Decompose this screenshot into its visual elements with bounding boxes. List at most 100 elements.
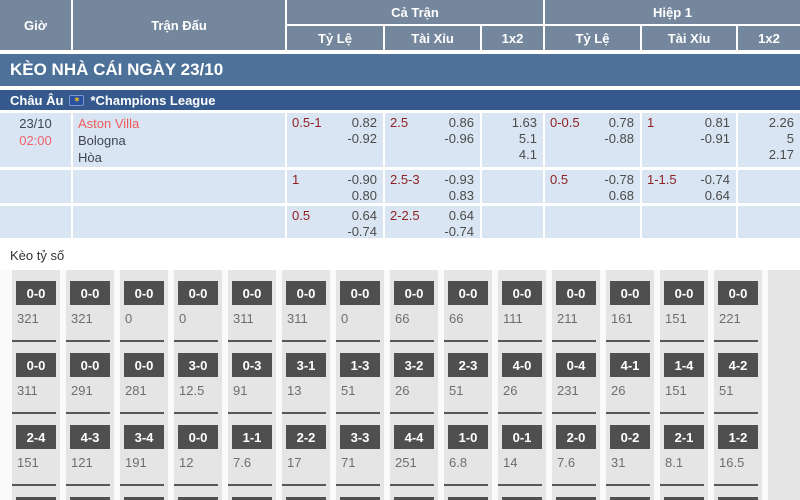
odds-value[interactable]: -0.91	[700, 131, 730, 146]
score-box[interactable]: 0-1	[502, 425, 542, 449]
fh-ou-cell[interactable]: 1-1.5 -0.74 0.64	[642, 170, 738, 203]
score-box[interactable]: 0-3	[232, 353, 272, 377]
score-box[interactable]: 3-3	[340, 425, 380, 449]
fh-handicap-cell[interactable]: 0.5 -0.78 0.68	[545, 170, 642, 203]
score-box[interactable]	[556, 497, 596, 500]
score-box[interactable]: 0-0	[70, 353, 110, 377]
score-cell-clipped[interactable]	[606, 486, 654, 500]
score-box[interactable]: 0-0	[448, 281, 488, 305]
odds-value[interactable]: 0.82	[351, 115, 377, 130]
score-cell-clipped[interactable]	[336, 486, 384, 500]
ft-1x2-cell[interactable]: 1.63 5.1 4.1	[482, 113, 545, 167]
odds-value[interactable]: 1.63	[511, 115, 537, 130]
score-cell-clipped[interactable]	[714, 486, 762, 500]
score-cell[interactable]: 0-0 0	[174, 270, 222, 342]
match-teams-cell[interactable]: Aston Villa Bologna Hòa	[73, 113, 287, 167]
home-team[interactable]: Aston Villa	[78, 116, 140, 131]
score-box[interactable]	[718, 497, 758, 500]
score-cell-clipped[interactable]	[498, 486, 546, 500]
score-box[interactable]: 0-0	[394, 281, 434, 305]
score-cell-clipped[interactable]	[390, 486, 438, 500]
score-cell[interactable]: 3-0 12.5	[174, 342, 222, 414]
score-box[interactable]: 3-4	[124, 425, 164, 449]
score-box[interactable]	[232, 497, 272, 500]
score-cell[interactable]: 4-3 121	[66, 414, 114, 486]
odds-value[interactable]: -0.74	[444, 224, 474, 239]
score-box[interactable]: 4-0	[502, 353, 542, 377]
odds-value[interactable]: 4.1	[518, 147, 537, 162]
score-cell-clipped[interactable]	[552, 486, 600, 500]
score-box[interactable]: 0-0	[16, 281, 56, 305]
score-box[interactable]: 0-0	[232, 281, 272, 305]
score-box[interactable]	[16, 497, 56, 500]
score-box[interactable]: 0-0	[178, 425, 218, 449]
odds-value[interactable]: 0.64	[448, 208, 474, 223]
score-cell[interactable]: 0-4 231	[552, 342, 600, 414]
score-box[interactable]: 1-1	[232, 425, 272, 449]
ft-handicap-cell[interactable]: 0.5-1 0.82 -0.92	[287, 113, 385, 167]
odds-value[interactable]: -0.78	[604, 172, 634, 187]
score-cell[interactable]: 4-2 51	[714, 342, 762, 414]
score-box[interactable]	[70, 497, 110, 500]
odds-value[interactable]: -0.74	[347, 224, 377, 239]
score-cell[interactable]: 0-0 321	[66, 270, 114, 342]
score-cell[interactable]: 1-0 6.8	[444, 414, 492, 486]
score-box[interactable]: 0-4	[556, 353, 596, 377]
score-cell-clipped[interactable]	[66, 486, 114, 500]
score-box[interactable]: 3-1	[286, 353, 326, 377]
score-cell[interactable]: 0-0 111	[498, 270, 546, 342]
score-cell[interactable]: 0-0 311	[282, 270, 330, 342]
score-cell[interactable]: 0-0 281	[120, 342, 168, 414]
score-cell[interactable]: 0-0 66	[444, 270, 492, 342]
ft-ou-cell[interactable]: 2.5-3 -0.93 0.83	[385, 170, 482, 203]
score-box[interactable]: 1-2	[718, 425, 758, 449]
odds-value[interactable]: -0.92	[347, 131, 377, 146]
score-box[interactable]: 0-0	[610, 281, 650, 305]
odds-value[interactable]: 0.64	[351, 208, 377, 223]
score-cell[interactable]: 0-0 0	[336, 270, 384, 342]
score-cell-clipped[interactable]	[282, 486, 330, 500]
odds-value[interactable]: -0.88	[604, 131, 634, 146]
score-box[interactable]: 0-0	[124, 353, 164, 377]
score-box[interactable]: 0-0	[718, 281, 758, 305]
score-cell[interactable]: 2-0 7.6	[552, 414, 600, 486]
odds-value[interactable]: 0.78	[608, 115, 634, 130]
score-box[interactable]: 1-4	[664, 353, 704, 377]
odds-value[interactable]: 5	[786, 131, 794, 146]
score-box[interactable]: 0-2	[610, 425, 650, 449]
score-cell[interactable]: 0-0 12	[174, 414, 222, 486]
score-cell[interactable]: 0-0 291	[66, 342, 114, 414]
odds-value[interactable]: 0.86	[448, 115, 474, 130]
score-box[interactable]	[340, 497, 380, 500]
score-cell[interactable]: 3-1 13	[282, 342, 330, 414]
score-cell[interactable]: 0-0 311	[228, 270, 276, 342]
score-box[interactable]	[286, 497, 326, 500]
score-cell[interactable]: 2-4 151	[12, 414, 60, 486]
score-cell[interactable]: 2-3 51	[444, 342, 492, 414]
score-box[interactable]: 0-0	[16, 353, 56, 377]
score-cell[interactable]: 0-0 66	[390, 270, 438, 342]
odds-value[interactable]: 0.80	[351, 188, 377, 203]
score-box[interactable]: 2-2	[286, 425, 326, 449]
score-cell[interactable]: 0-0 211	[552, 270, 600, 342]
score-box[interactable]	[124, 497, 164, 500]
odds-value[interactable]: 5.1	[518, 131, 537, 146]
odds-value[interactable]: 0.81	[704, 115, 730, 130]
score-box[interactable]: 0-0	[124, 281, 164, 305]
score-cell-clipped[interactable]	[12, 486, 60, 500]
score-box[interactable]	[394, 497, 434, 500]
score-box[interactable]: 0-0	[286, 281, 326, 305]
score-box[interactable]: 1-3	[340, 353, 380, 377]
score-cell[interactable]: 3-3 71	[336, 414, 384, 486]
score-cell[interactable]: 2-1 8.1	[660, 414, 708, 486]
score-box[interactable]: 4-3	[70, 425, 110, 449]
odds-value[interactable]: 2.17	[768, 147, 794, 162]
score-cell[interactable]: 0-0 151	[660, 270, 708, 342]
fh-1x2-cell[interactable]: 2.26 5 2.17	[738, 113, 800, 167]
score-box[interactable]: 0-0	[664, 281, 704, 305]
score-box[interactable]	[448, 497, 488, 500]
score-box[interactable]: 4-1	[610, 353, 650, 377]
score-cell[interactable]: 0-0 321	[12, 270, 60, 342]
score-box[interactable]: 3-0	[178, 353, 218, 377]
score-box[interactable]: 0-0	[502, 281, 542, 305]
